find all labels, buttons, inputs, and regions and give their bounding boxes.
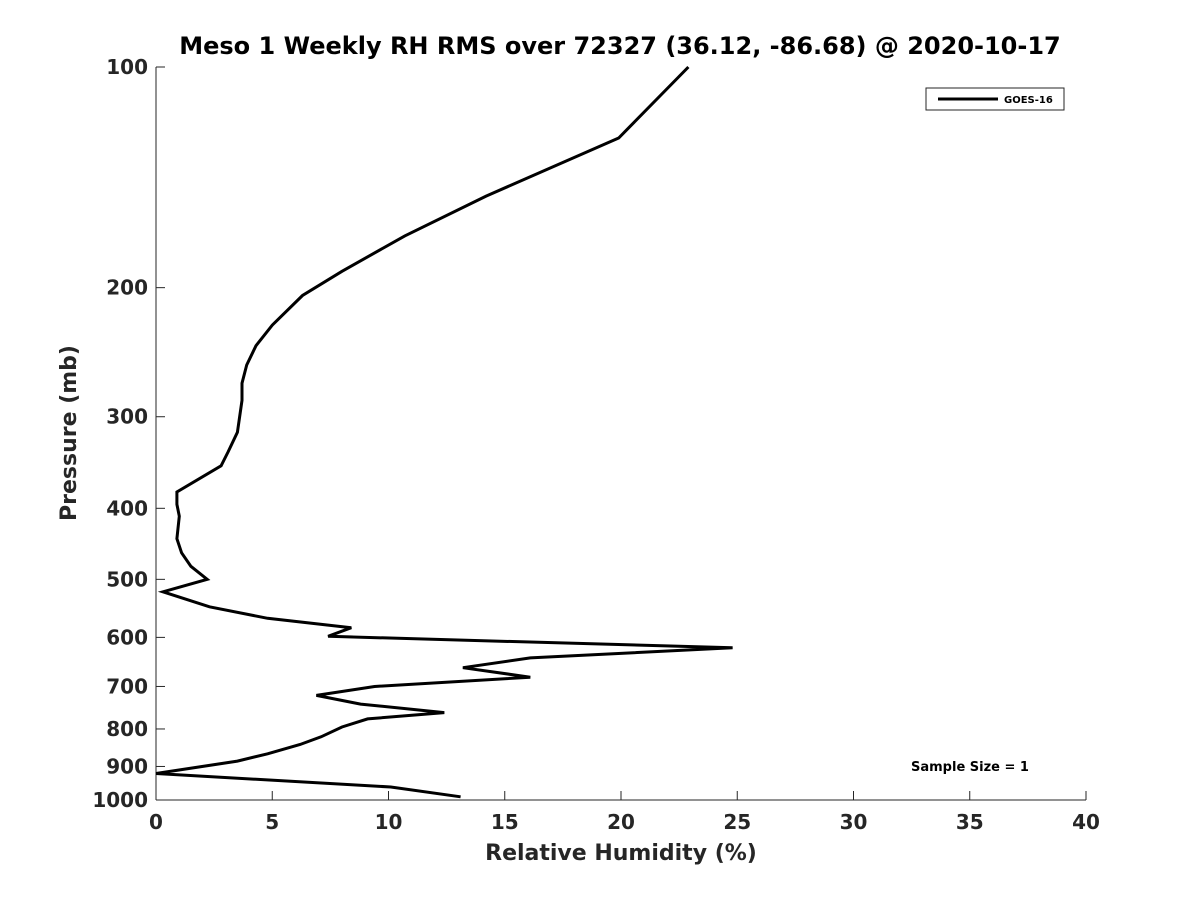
y-tick-label-700: 700 xyxy=(106,674,148,698)
legend: GOES-16 xyxy=(925,87,1065,111)
chart-title: Meso 1 Weekly RH RMS over 72327 (36.12, … xyxy=(179,32,1061,60)
x-tick-label-5: 5 xyxy=(265,810,279,834)
x-tick-label-35: 35 xyxy=(956,810,984,834)
x-tick-label-0: 0 xyxy=(149,810,163,834)
y-tick-label-600: 600 xyxy=(106,625,148,649)
series-group xyxy=(155,65,733,799)
x-axis-ticks: 0 5 10 15 20 25 30 35 40 xyxy=(149,791,1100,834)
x-axis-label: Relative Humidity (%) xyxy=(485,841,757,866)
x-tick-label-30: 30 xyxy=(840,810,868,834)
x-tick-label-10: 10 xyxy=(375,810,403,834)
y-tick-label-500: 500 xyxy=(106,567,148,591)
legend-label-goes-16: GOES-16 xyxy=(1004,95,1053,106)
series-line-goes-16 xyxy=(155,65,733,799)
x-tick-label-25: 25 xyxy=(723,810,751,834)
sample-size-annotation: Sample Size = 1 xyxy=(911,760,1029,775)
y-tick-label-800: 800 xyxy=(106,717,148,741)
y-tick-label-100: 100 xyxy=(106,55,148,79)
y-tick-label-200: 200 xyxy=(106,276,148,300)
y-tick-label-300: 300 xyxy=(106,405,148,429)
x-tick-label-15: 15 xyxy=(491,810,519,834)
y-tick-label-900: 900 xyxy=(106,754,148,778)
y-tick-label-1000: 1000 xyxy=(92,788,148,812)
x-tick-label-40: 40 xyxy=(1072,810,1100,834)
x-tick-label-20: 20 xyxy=(607,810,635,834)
y-axis-label: Pressure (mb) xyxy=(57,345,82,521)
y-tick-label-400: 400 xyxy=(106,496,148,520)
y-axis-ticks: 100 200 300 400 500 600 700 800 900 1000 xyxy=(92,55,165,812)
